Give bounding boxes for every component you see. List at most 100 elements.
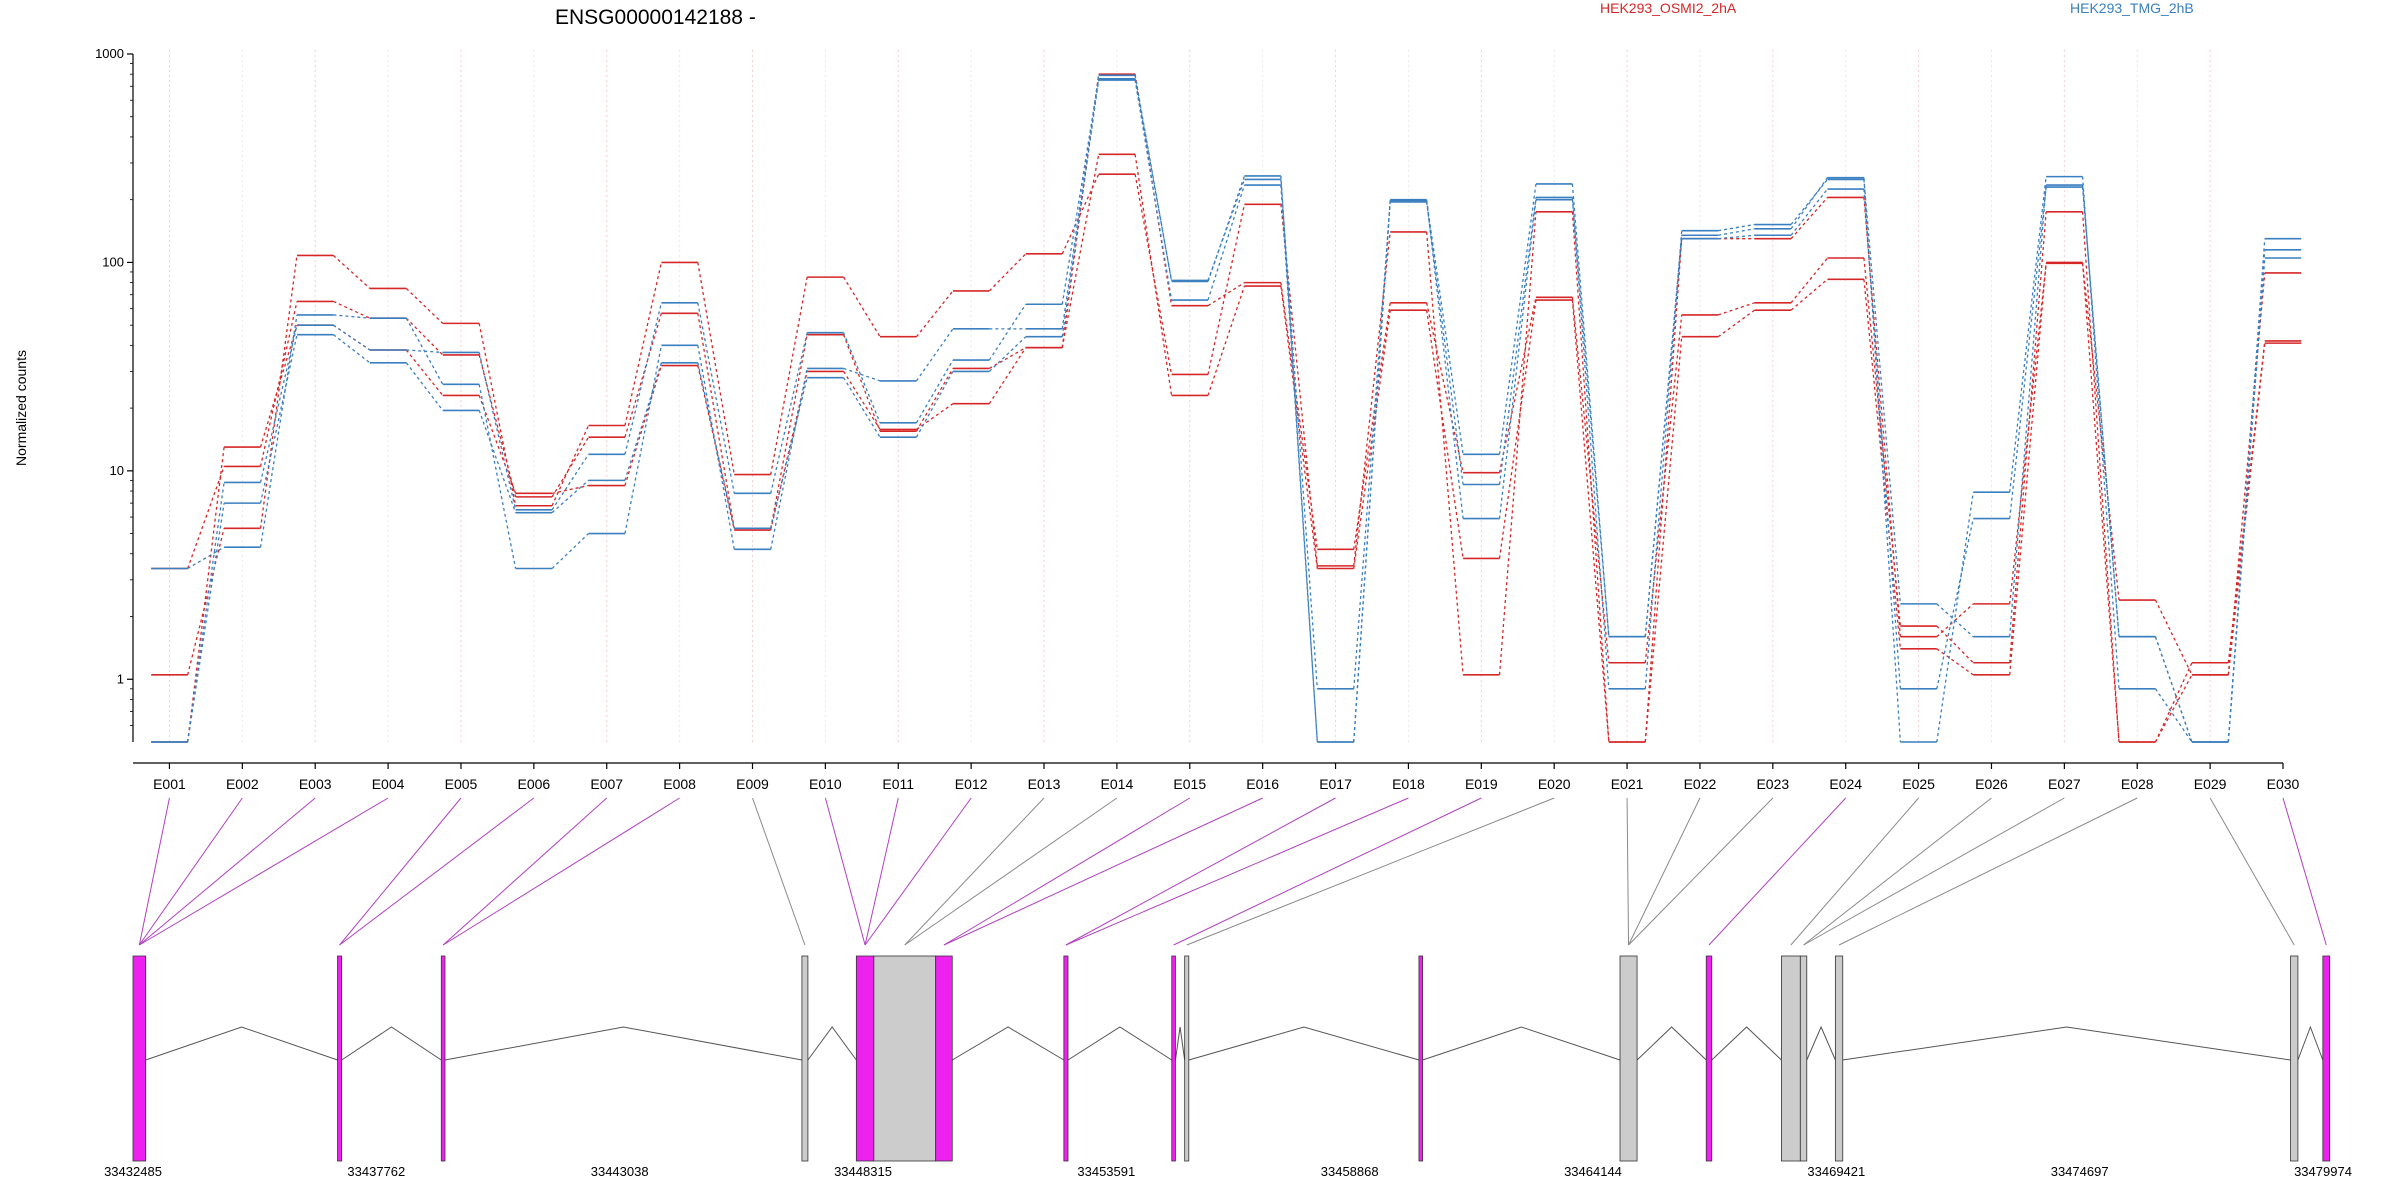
data-transition bbox=[259, 334, 298, 504]
data-transition bbox=[1936, 625, 1974, 664]
data-transition bbox=[915, 368, 954, 432]
data-transition bbox=[1061, 154, 1100, 348]
data-transition bbox=[1571, 297, 1610, 663]
data-transition bbox=[1936, 492, 1974, 743]
data-transition bbox=[259, 314, 298, 548]
data-transition bbox=[915, 328, 954, 382]
data-transition bbox=[2227, 238, 2266, 743]
exon-box bbox=[2290, 955, 2299, 1162]
y-tick-label: 100 bbox=[102, 254, 124, 269]
data-transition bbox=[988, 347, 1027, 405]
data-transition bbox=[187, 546, 225, 570]
exon-label: E002 bbox=[226, 776, 259, 792]
exon-connector bbox=[1065, 797, 1336, 946]
data-transition bbox=[1353, 302, 1391, 550]
intron-line bbox=[444, 1026, 803, 1061]
chart-title: ENSG00000142188 - bbox=[555, 6, 756, 29]
exon-box-highlighted bbox=[2322, 955, 2331, 1162]
y-tick-label: 1 bbox=[117, 671, 124, 686]
data-transition bbox=[1061, 75, 1100, 329]
data-transition bbox=[187, 466, 225, 569]
exon-box-highlighted bbox=[935, 955, 953, 1162]
exon-box bbox=[1799, 955, 1808, 1162]
data-transition bbox=[842, 332, 881, 424]
data-transition bbox=[915, 359, 954, 424]
data-transition bbox=[551, 479, 589, 514]
data-transition bbox=[2227, 343, 2266, 675]
data-transition bbox=[1571, 299, 1610, 743]
exon-box bbox=[1834, 955, 1844, 1162]
data-transition bbox=[1280, 179, 1318, 689]
exon-axis: E001 E002 E003 E004 E005 E006 E007 E008 E009 E010… bbox=[133, 762, 2300, 792]
data-transition bbox=[1207, 204, 1246, 375]
data-transition bbox=[1936, 518, 1974, 689]
coordinate-label: 33443038 bbox=[591, 1164, 649, 1179]
exon-connector bbox=[1628, 797, 1774, 946]
exon-connectors bbox=[138, 797, 2327, 946]
intron-line bbox=[1806, 1025, 1836, 1061]
data-transition bbox=[697, 362, 735, 529]
data-transition bbox=[624, 345, 663, 534]
data-transition bbox=[1936, 648, 1974, 676]
data-transition bbox=[333, 314, 370, 319]
data-transition bbox=[770, 277, 808, 475]
series-1 bbox=[151, 73, 2302, 743]
exon-connector bbox=[2282, 797, 2327, 946]
coordinate-label: 33453591 bbox=[1077, 1164, 1135, 1179]
coordinate-label: 33448315 bbox=[834, 1164, 892, 1179]
exon-label: E027 bbox=[2048, 776, 2081, 792]
exon-connector bbox=[138, 797, 170, 946]
exon-connector bbox=[442, 797, 680, 946]
exon-connector bbox=[1790, 797, 1919, 946]
data-transition bbox=[2009, 185, 2047, 637]
data-transition bbox=[770, 332, 808, 494]
exon-connector bbox=[752, 797, 806, 946]
data-transition bbox=[333, 324, 371, 351]
data-transition bbox=[405, 362, 444, 411]
data-transition bbox=[405, 317, 444, 356]
data-transition bbox=[1207, 285, 1246, 396]
exon-box bbox=[1619, 955, 1638, 1162]
exon-box-highlighted bbox=[1705, 955, 1713, 1162]
exon-box-highlighted bbox=[1418, 955, 1424, 1162]
exon-connector bbox=[339, 797, 535, 946]
data-transition bbox=[1644, 230, 1683, 689]
data-transition bbox=[624, 313, 663, 438]
data-transition bbox=[988, 253, 1027, 292]
data-transition bbox=[405, 287, 444, 324]
data-transition bbox=[624, 365, 663, 486]
data-transition bbox=[1207, 282, 1245, 307]
data-transition bbox=[333, 300, 371, 319]
intron-line bbox=[1188, 1026, 1420, 1061]
intron-line bbox=[145, 1026, 338, 1061]
data-transition bbox=[1425, 231, 1464, 675]
series-2 bbox=[151, 173, 2302, 743]
exon-box-highlighted bbox=[337, 955, 343, 1162]
series-6 bbox=[151, 78, 2302, 743]
data-transition bbox=[1644, 235, 1683, 637]
y-tick-label: 10 bbox=[110, 463, 124, 478]
y-tick-label: 1000 bbox=[95, 46, 124, 61]
legend-label-osmi2: HEK293_OSMI2_2hA bbox=[1600, 0, 1737, 16]
coordinate-label: 33432485 bbox=[104, 1164, 162, 1179]
data-transition bbox=[697, 262, 735, 475]
intron-line bbox=[1422, 1026, 1621, 1061]
exon-connector bbox=[1838, 797, 2138, 946]
data-transition bbox=[697, 302, 735, 494]
exon-label: E008 bbox=[663, 776, 696, 792]
data-transition bbox=[333, 334, 371, 364]
data-transition bbox=[988, 336, 1027, 372]
data-transition bbox=[478, 384, 517, 569]
data-transition bbox=[2009, 211, 2047, 663]
data-transition bbox=[843, 371, 881, 430]
data-transition bbox=[624, 262, 663, 426]
intron-line bbox=[1711, 1026, 1782, 1061]
exon-label: E022 bbox=[1684, 776, 1717, 792]
exon-label: E018 bbox=[1392, 776, 1425, 792]
exon-gridlines bbox=[168, 50, 2211, 742]
series-lines bbox=[151, 73, 2302, 743]
data-transition bbox=[259, 324, 298, 448]
data-transition bbox=[1061, 79, 1100, 337]
data-transition bbox=[2154, 599, 2193, 676]
data-transition bbox=[1571, 197, 1610, 689]
